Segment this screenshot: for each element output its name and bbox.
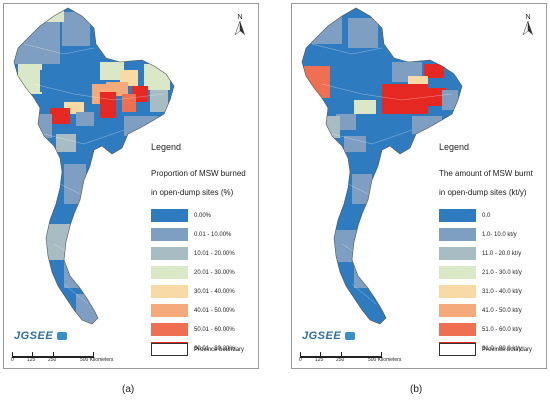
scale-label: 500 Kilometers (368, 357, 402, 363)
north-arrow: N (520, 14, 536, 40)
legend-item: 51.0 - 60.0 kt/y (439, 320, 522, 339)
map-panel-a: N Legend Proportion of MSW burned in ope… (3, 3, 259, 369)
legend-label: 0.0 (482, 212, 491, 219)
north-arrow: N (232, 14, 248, 40)
legend-label: 61.0 - 90.0 kt/y (482, 345, 522, 352)
legend-label: 31.0 - 40.0 kt/y (482, 288, 522, 295)
scale-label: 0 (299, 357, 302, 363)
legend-swatch (439, 228, 476, 241)
thailand-province-map-b (301, 7, 463, 325)
legend-label: 41.0 - 50.0 kt/y (482, 307, 522, 314)
legend-item: 0.00% (151, 206, 235, 225)
legend-item: 11.0 - 20.0 kt/y (439, 244, 522, 263)
scale-tick (93, 352, 94, 357)
legend-subtitle: in open-dump sites (%) (151, 188, 234, 197)
north-letter: N (525, 14, 531, 21)
legend-label: 20.01 - 30.00% (194, 269, 235, 276)
legend-swatch (439, 323, 476, 336)
legend-label: 51.0 - 60.0 kt/y (482, 326, 522, 333)
legend-label: 60.01 - 80.20% (194, 345, 235, 352)
legend-swatch (439, 266, 476, 279)
legend-title: The amount of MSW burnt (439, 169, 533, 178)
logo-mark-icon (57, 332, 68, 340)
legend-heading: Legend (439, 142, 470, 152)
legend-label: 11.0 - 20.0 kt/y (482, 250, 522, 257)
logo-text: JGSEE (302, 330, 342, 342)
scale-tick (341, 352, 342, 357)
legend-item: 0.01 - 10.00% (151, 225, 235, 244)
scale-tick (320, 352, 321, 357)
legend-swatch (151, 228, 188, 241)
legend-label: 50.01 - 60.00% (194, 326, 235, 333)
legend-item: 31.0 - 40.0 kt/y (439, 282, 522, 301)
legend-swatch (151, 323, 188, 336)
scale-label: 125 (27, 357, 36, 363)
scale-bar: 0 125 250 500 Kilometers (11, 348, 113, 364)
north-arrow-icon (234, 20, 245, 36)
scale-label: 0 (11, 357, 14, 363)
boundary-label: Province boundary (194, 346, 245, 353)
legend-item: 40.01 - 50.00% (151, 301, 235, 320)
caption-a: (a) (122, 384, 135, 395)
legend-item: 10.01 - 20.00% (151, 244, 235, 263)
scale-tick (12, 352, 13, 357)
boundary-label: Province boundary (482, 346, 533, 353)
jgsee-logo: JGSEE (302, 330, 356, 342)
scale-tick (300, 352, 301, 357)
legend-boundary-item: Province boundary (439, 343, 532, 356)
map-panel-b: N Legend The amount of MSW burnt in open… (291, 3, 547, 369)
scale-tick (381, 352, 382, 357)
legend-label: 40.01 - 50.00% (194, 307, 235, 314)
legend-swatch (151, 266, 188, 279)
legend-swatch (151, 285, 188, 298)
boundary-swatch (151, 343, 188, 356)
scale-label: 250 (48, 357, 57, 363)
legend-item: 21.0 - 30.0 kt/y (439, 263, 522, 282)
legend-swatch (439, 285, 476, 298)
legend-swatch (151, 209, 188, 222)
legend-label: 10.01 - 20.00% (194, 250, 235, 257)
legend-item: 50.01 - 60.00% (151, 320, 235, 339)
legend-label: 0.00% (194, 212, 212, 219)
scale-bar-line (300, 356, 382, 358)
legend-subtitle: in open-dump sites (kt/y) (439, 188, 527, 197)
logo-text: JGSEE (14, 330, 54, 342)
scale-label: 125 (315, 357, 324, 363)
legend-item: 41.0 - 50.0 kt/y (439, 301, 522, 320)
scale-tick (32, 352, 33, 357)
legend-swatch (439, 209, 476, 222)
legend-item: 1.0- 10.0 kt/y (439, 225, 522, 244)
legend-swatch (151, 247, 188, 260)
thailand-province-map-a (13, 7, 175, 325)
legend-label: 1.0- 10.0 kt/y (482, 231, 517, 238)
logo-mark-icon (345, 332, 356, 340)
legend-item: 0.0 (439, 206, 522, 225)
legend-list: 0.0 1.0- 10.0 kt/y 11.0 - 20.0 kt/y 21.0… (439, 206, 522, 358)
legend-label: 30.01 - 40.00% (194, 288, 235, 295)
scale-label: 250 (336, 357, 345, 363)
scale-bar-line (12, 356, 94, 358)
legend-boundary-item: Province boundary (151, 343, 244, 356)
scale-bar: 0 125 250 500 Kilometers (299, 348, 401, 364)
legend-heading: Legend (151, 142, 182, 152)
scale-label: 500 Kilometers (80, 357, 114, 363)
legend-item: 30.01 - 40.00% (151, 282, 235, 301)
legend-label: 0.01 - 10.00% (194, 231, 232, 238)
legend-label: 21.0 - 30.0 kt/y (482, 269, 522, 276)
north-letter: N (237, 14, 243, 21)
boundary-swatch (439, 343, 476, 356)
jgsee-logo: JGSEE (14, 330, 68, 342)
legend-swatch (151, 304, 188, 317)
legend-title: Proportion of MSW burned (151, 169, 246, 178)
legend-swatch (439, 247, 476, 260)
north-arrow-icon (522, 20, 533, 36)
legend-list: 0.00% 0.01 - 10.00% 10.01 - 20.00% 20.01… (151, 206, 235, 358)
caption-b: (b) (410, 384, 423, 395)
scale-tick (53, 352, 54, 357)
legend-swatch (439, 304, 476, 317)
legend-item: 20.01 - 30.00% (151, 263, 235, 282)
